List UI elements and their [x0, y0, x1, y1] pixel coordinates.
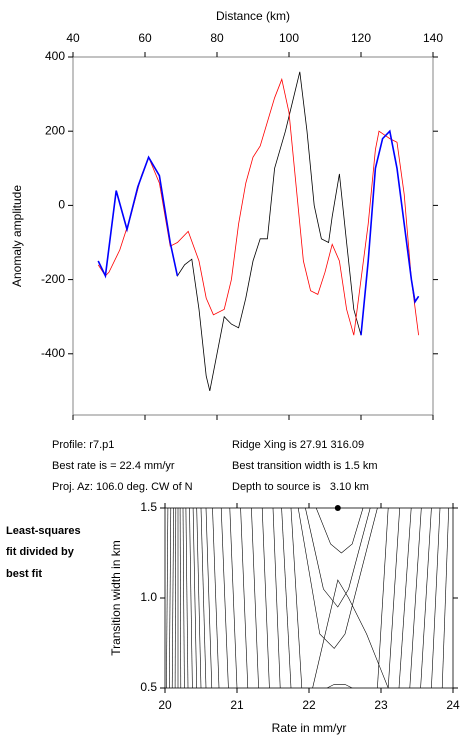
contour-line — [196, 507, 202, 689]
contour-line — [182, 507, 185, 689]
contour-line — [281, 507, 292, 689]
contour-line — [192, 507, 197, 689]
contour-line — [261, 507, 270, 689]
y-tick-label: 0.5 — [140, 680, 157, 694]
y-tick-label: -400 — [41, 346, 65, 360]
x-tick-label: 120 — [351, 31, 371, 45]
contour-line — [189, 507, 193, 689]
info-text: Profile: r7.p1 — [52, 439, 114, 451]
plot-frame — [72, 56, 434, 416]
y-tick-label: 400 — [45, 49, 65, 63]
contour-line — [174, 507, 177, 689]
y-tick-label: 200 — [45, 123, 65, 137]
info-text: Depth to source is 3.10 km — [232, 481, 369, 493]
info-text: Proj. Az: 106.0 deg. CW of N — [52, 481, 193, 493]
y-axis-title: Anomaly amplitude — [10, 185, 24, 287]
y-tick-label: 0 — [58, 198, 65, 212]
x-tick-label: 80 — [210, 31, 224, 45]
contour-line — [312, 579, 389, 689]
contour-line — [240, 507, 249, 689]
x-axis-title: Distance (km) — [216, 9, 290, 23]
contour-line — [387, 507, 400, 689]
contour-line — [212, 507, 220, 689]
contour-line — [315, 507, 364, 554]
contour-line — [377, 507, 389, 689]
contour-line — [398, 507, 412, 689]
contour-line — [441, 507, 449, 689]
info-text: Ridge Xing is 27.91 316.09 — [232, 439, 364, 451]
contour-line — [166, 507, 169, 689]
x-tick-label: 23 — [374, 698, 388, 712]
contour-line — [409, 507, 422, 689]
contour-line — [169, 507, 172, 689]
info-text: Best transition width is 1.5 km — [232, 460, 378, 472]
contour-line — [179, 507, 182, 689]
contour-line — [229, 507, 238, 689]
contour-line — [272, 507, 281, 689]
x-tick-label: 60 — [138, 31, 152, 45]
contour-line — [185, 507, 189, 689]
line-series — [97, 129, 420, 336]
contour-line — [200, 507, 207, 689]
line-series — [97, 77, 419, 336]
contour-line — [305, 507, 371, 608]
x-axis-title: Rate in mm/yr — [272, 721, 347, 735]
x-tick-label: 100 — [279, 31, 299, 45]
note-text: best fit — [6, 568, 42, 580]
contour-line — [205, 507, 213, 689]
y-axis-title: Transition width in km — [109, 540, 123, 656]
contour-line — [251, 507, 259, 689]
contour-line — [420, 507, 432, 689]
x-tick-label: 21 — [230, 698, 244, 712]
contour-line — [171, 507, 174, 689]
x-tick-label: 40 — [66, 31, 80, 45]
best-fit-point — [334, 505, 341, 511]
x-tick-label: 140 — [423, 31, 443, 45]
x-tick-label: 20 — [158, 698, 172, 712]
contour-line — [220, 507, 229, 689]
note-text: Least-squares — [6, 525, 81, 537]
contour-line — [431, 507, 441, 689]
info-text: Best rate is = 22.4 mm/yr — [52, 460, 175, 472]
x-tick-label: 22 — [302, 698, 316, 712]
contour-line — [297, 507, 378, 649]
contour-line — [326, 684, 353, 689]
x-tick-label: 24 — [446, 698, 460, 712]
y-tick-label: -200 — [41, 272, 65, 286]
contour-line — [290, 507, 303, 689]
y-tick-label: 1.0 — [140, 590, 157, 604]
note-text: fit divided by — [6, 546, 75, 558]
y-tick-label: 1.5 — [140, 500, 157, 514]
